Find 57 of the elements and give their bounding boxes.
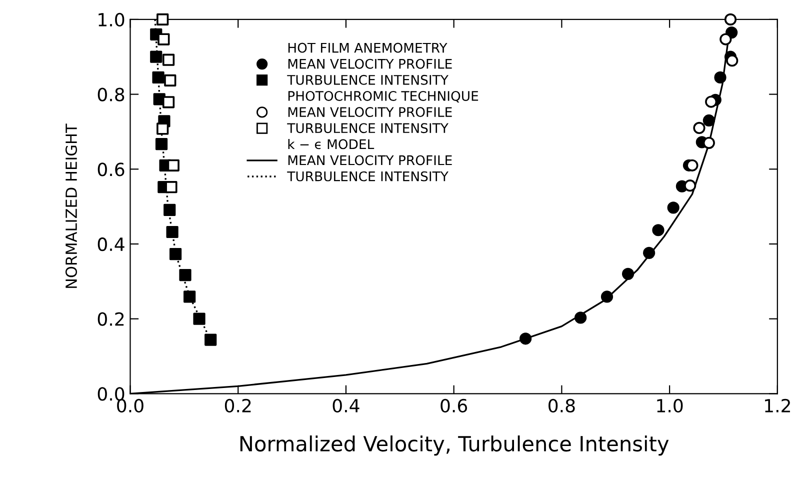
x-axis-title: Normalized Velocity, Turbulence Intensity [240,435,669,456]
y-tick-label: 0.8 [98,88,124,102]
point [684,180,696,192]
y-tick-label: 0.0 [98,387,124,401]
point [600,290,614,303]
point [162,54,175,66]
point [152,71,164,84]
annotation: k − ϵ MODEL [288,138,374,150]
legend-label: TURBULENCE INTENSITY [287,123,448,134]
point [156,122,169,135]
x-tick-label: 1.0 [657,398,683,412]
point [184,290,196,303]
x-tick-label: 0.4 [332,398,360,412]
x-tick-label: 1.2 [765,398,790,412]
legend-label: MEAN VELOCITY PROFILE [288,155,452,166]
y-tick-label: 0.6 [98,162,124,176]
point [714,71,726,84]
x-tick-label: 0.8 [548,398,575,412]
point [179,268,192,282]
legend-label: TURBULENCE INTENSITY [287,171,448,182]
x-tick-label: 0.2 [224,398,251,412]
point [204,334,217,346]
point [158,33,170,46]
point [156,13,169,26]
x-tick-label: 0.0 [117,398,144,412]
point [155,138,168,150]
point [720,33,732,46]
point [162,96,175,108]
point [167,159,180,172]
legend-label: MEAN VELOCITY PROFILE [288,107,452,118]
point [520,332,532,345]
point [667,202,680,214]
point [193,312,206,325]
point [693,122,706,134]
point [622,268,634,280]
x-tick-label: 0.6 [440,398,468,412]
point [726,54,738,67]
point [643,246,656,260]
y-tick-label: 1.0 [98,12,124,27]
legend-label: MEAN VELOCITY PROFILE [288,58,452,69]
point [652,224,664,236]
point [165,181,178,194]
point [724,13,737,26]
point [164,74,176,86]
annotation: HOT FILM ANEMOMETRY [288,42,448,53]
point [164,204,176,216]
point [150,50,162,63]
y-axis-title: NORMALIZED HEIGHT [65,124,78,288]
point [574,312,587,324]
point [702,114,715,127]
point [166,226,178,238]
point [169,248,182,260]
y-tick-label: 0.2 [98,312,124,326]
legend-label: TURBULENCE INTENSITY [287,74,448,85]
y-tick-label: 0.4 [98,237,124,252]
annotation: PHOTOCHROMIC TECHNIQUE [288,90,478,102]
point [705,96,718,108]
